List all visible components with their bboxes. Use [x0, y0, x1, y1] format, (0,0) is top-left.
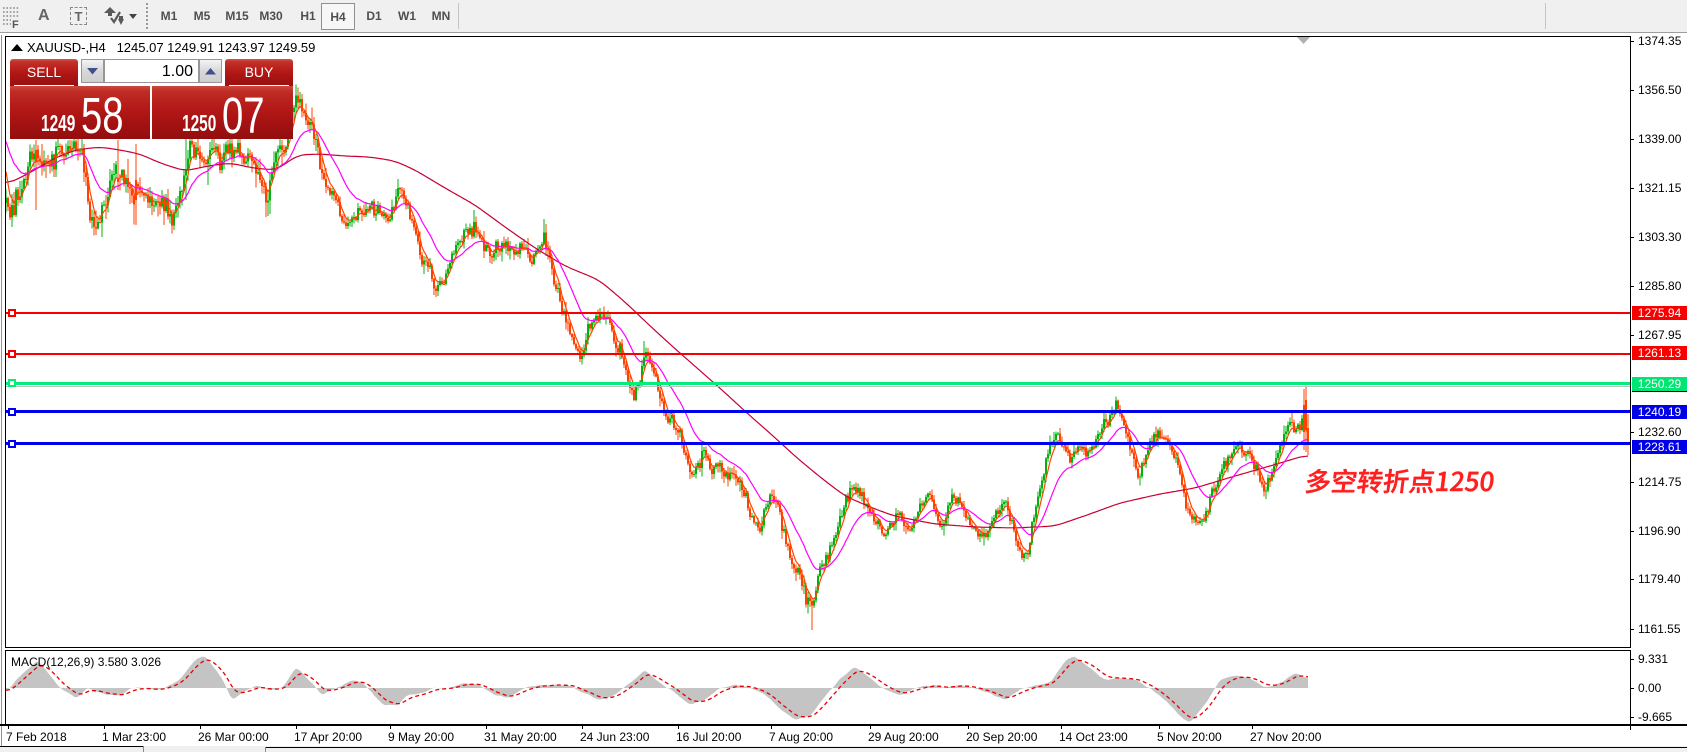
svg-text:F: F: [12, 19, 19, 28]
